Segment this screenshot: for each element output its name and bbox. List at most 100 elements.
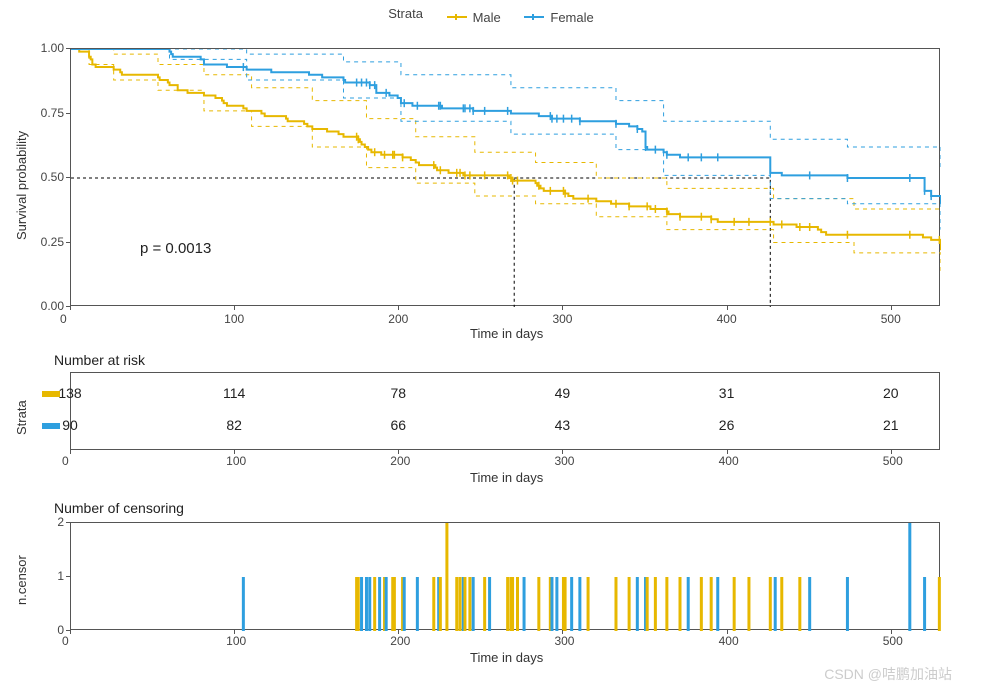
censor-bar bbox=[537, 577, 540, 631]
risk-cell: 49 bbox=[555, 385, 571, 401]
censor-bar bbox=[747, 577, 750, 631]
x-tick-label: 0 bbox=[60, 312, 67, 326]
censor-bar bbox=[445, 523, 448, 631]
y-axis-title-survival: Survival probability bbox=[14, 131, 29, 240]
censor-bar bbox=[846, 577, 849, 631]
censor-bar bbox=[587, 577, 590, 631]
risk-table-title: Number at risk bbox=[54, 352, 145, 368]
legend-label-male: Male bbox=[473, 10, 501, 25]
risk-cell: 90 bbox=[62, 417, 78, 433]
x-tick-label: 200 bbox=[388, 312, 408, 326]
censor-bar bbox=[710, 577, 713, 631]
y-tick-label: 0.50 bbox=[41, 170, 64, 184]
censor-bar bbox=[570, 577, 573, 631]
x-tick-label: 100 bbox=[226, 454, 246, 468]
x-tick-label: 0 bbox=[62, 634, 69, 648]
censor-bar bbox=[780, 577, 783, 631]
x-tick-label: 200 bbox=[390, 454, 410, 468]
risk-table-panel bbox=[70, 372, 940, 450]
censor-svg bbox=[71, 523, 941, 631]
legend-item-male: Male bbox=[447, 10, 501, 25]
x-tick-label: 200 bbox=[390, 634, 410, 648]
censor-bar bbox=[385, 577, 388, 631]
censor-bar bbox=[483, 577, 486, 631]
censor-bar bbox=[459, 577, 462, 631]
survival-svg bbox=[71, 49, 941, 307]
censor-bar bbox=[416, 577, 419, 631]
censor-bar bbox=[679, 577, 682, 631]
censor-bar bbox=[488, 577, 491, 631]
censor-bar bbox=[523, 577, 526, 631]
survival-plot-panel bbox=[70, 48, 940, 306]
p-value-label: p = 0.0013 bbox=[140, 240, 211, 257]
x-tick-label: 500 bbox=[881, 312, 901, 326]
risk-cell: 138 bbox=[58, 385, 81, 401]
strata-swatch bbox=[42, 423, 60, 429]
censor-bar bbox=[555, 577, 558, 631]
y-tick-label: 1 bbox=[57, 569, 64, 583]
x-tick-label: 500 bbox=[883, 634, 903, 648]
legend: Strata Male Female bbox=[0, 6, 982, 25]
censor-bar bbox=[808, 577, 811, 631]
x-tick-label: 400 bbox=[719, 634, 739, 648]
x-tick-label: 300 bbox=[554, 634, 574, 648]
x-axis-title-censor: Time in days bbox=[470, 650, 543, 665]
legend-title: Strata bbox=[388, 6, 423, 21]
censor-bar bbox=[368, 577, 371, 631]
censor-bar bbox=[769, 577, 772, 631]
risk-cell: 20 bbox=[883, 385, 899, 401]
risk-cell: 78 bbox=[391, 385, 407, 401]
x-tick-label: 100 bbox=[224, 312, 244, 326]
censor-bar bbox=[472, 577, 475, 631]
censor-bar bbox=[506, 577, 509, 631]
censor-bar bbox=[774, 577, 777, 631]
risk-cell: 31 bbox=[719, 385, 735, 401]
censor-bar bbox=[716, 577, 719, 631]
risk-cell: 26 bbox=[719, 417, 735, 433]
censor-bar bbox=[516, 577, 519, 631]
censor-bar bbox=[373, 577, 376, 631]
legend-swatch-female bbox=[524, 16, 544, 18]
censor-bar bbox=[665, 577, 668, 631]
censor-bar bbox=[463, 577, 466, 631]
censor-plot-title: Number of censoring bbox=[54, 500, 184, 516]
x-tick-label: 300 bbox=[554, 454, 574, 468]
risk-cell: 114 bbox=[223, 385, 245, 401]
watermark: CSDN @咭鹏加油站 bbox=[824, 664, 952, 684]
censor-bar bbox=[439, 577, 442, 631]
censor-bar bbox=[938, 577, 941, 631]
censor-bar bbox=[242, 577, 245, 631]
censor-bar bbox=[733, 577, 736, 631]
y-tick-label: 0.75 bbox=[41, 106, 64, 120]
censor-bar bbox=[614, 577, 617, 631]
censor-bar bbox=[578, 577, 581, 631]
censor-bar bbox=[455, 577, 458, 631]
censor-bar bbox=[468, 577, 471, 631]
censor-bar bbox=[908, 523, 911, 631]
risk-cell: 21 bbox=[883, 417, 899, 433]
y-tick-label: 1.00 bbox=[41, 41, 64, 55]
x-tick-label: 400 bbox=[719, 454, 739, 468]
strata-swatch bbox=[42, 391, 60, 397]
censor-bar bbox=[403, 577, 406, 631]
censor-bar bbox=[564, 577, 567, 631]
censor-bar bbox=[628, 577, 631, 631]
risk-cell: 82 bbox=[226, 417, 242, 433]
legend-item-female: Female bbox=[524, 10, 593, 25]
censor-bar bbox=[654, 577, 657, 631]
censor-bar bbox=[393, 577, 396, 631]
y-tick-label: 0.00 bbox=[41, 299, 64, 313]
y-tick-label: 2 bbox=[57, 515, 64, 529]
censor-bar bbox=[378, 577, 381, 631]
risk-cell: 66 bbox=[391, 417, 407, 433]
x-tick-label: 300 bbox=[552, 312, 572, 326]
censor-bar bbox=[360, 577, 363, 631]
legend-swatch-male bbox=[447, 16, 467, 18]
chart-container: Strata Male Female Survival probability … bbox=[0, 0, 982, 692]
y-axis-title-censor: n.censor bbox=[14, 555, 29, 605]
censor-plot-panel bbox=[70, 522, 940, 630]
x-axis-title-risk: Time in days bbox=[470, 470, 543, 485]
y-tick-label: 0.25 bbox=[41, 235, 64, 249]
censor-bar bbox=[432, 577, 435, 631]
censor-bar bbox=[357, 577, 360, 631]
